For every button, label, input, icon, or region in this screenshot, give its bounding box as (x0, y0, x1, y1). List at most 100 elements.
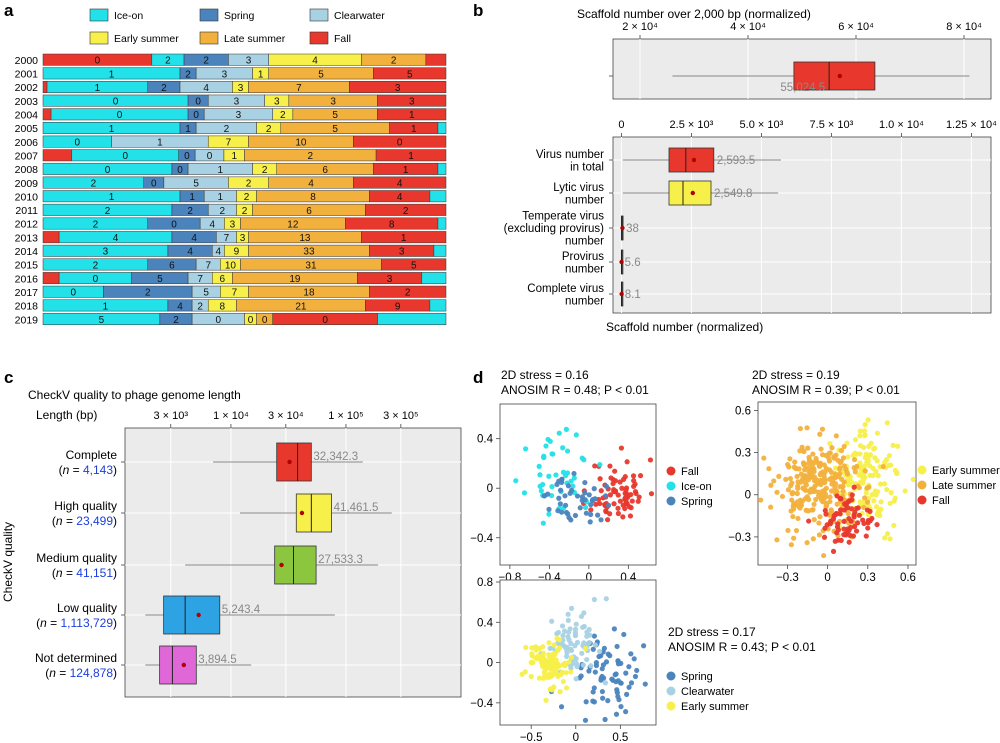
row-label: number (565, 236, 604, 248)
data-point (844, 530, 850, 536)
bar-segment-label: 2 (173, 315, 179, 326)
data-point (590, 698, 596, 704)
data-point (841, 526, 847, 532)
data-point (887, 500, 893, 507)
bar-segment-label: 3 (409, 97, 415, 108)
data-point (846, 539, 852, 545)
data-point (612, 468, 618, 474)
year-label: 2002 (15, 82, 39, 94)
bar-segment-label: 0 (93, 274, 99, 285)
data-point (595, 512, 601, 518)
row-n-value: 1,113,729 (61, 616, 114, 630)
legend-swatch (89, 31, 109, 45)
legend-label: Late summer (224, 33, 286, 45)
data-point (845, 510, 851, 517)
row-label: Low quality (57, 601, 117, 615)
bar-segment-label: 1 (408, 151, 414, 162)
data-point (579, 497, 585, 503)
data-point (862, 495, 868, 501)
data-point (581, 610, 587, 616)
bar-segment-label: 12 (287, 219, 299, 230)
data-point (603, 659, 610, 665)
bar-segment-label: 3 (330, 97, 336, 108)
data-point (865, 417, 871, 423)
data-point (614, 690, 620, 696)
data-point (841, 463, 847, 469)
data-point (624, 691, 630, 697)
legend-label: Early summer (681, 701, 749, 713)
data-point (610, 480, 616, 487)
y-tick-label: 0 (745, 490, 751, 502)
bar-segment-label: 0 (70, 288, 76, 299)
bar-segment-label: 4 (191, 233, 197, 244)
x-tick-label: 1.25 × 10⁴ (946, 119, 997, 131)
x-tick-label: 2.5 × 10³ (670, 119, 714, 131)
data-point (629, 498, 635, 504)
y-tick-label: 0.3 (735, 448, 751, 460)
bar-segment-label: 2 (220, 206, 226, 217)
data-point (611, 626, 617, 632)
bar-segment-label: 3 (222, 69, 228, 80)
data-point (549, 484, 555, 490)
mean-point (690, 190, 695, 196)
data-point (588, 511, 594, 518)
data-point (613, 711, 620, 717)
year-label: 2006 (15, 137, 39, 149)
data-point (835, 527, 842, 533)
data-point (622, 495, 628, 501)
data-point (874, 458, 880, 464)
box (793, 61, 876, 91)
data-point (882, 459, 888, 466)
data-point (598, 517, 604, 523)
row-label: number (565, 295, 604, 307)
data-point (842, 501, 848, 507)
bar-segment-label: 4 (216, 247, 222, 258)
data-point (623, 709, 629, 715)
data-point (827, 498, 833, 505)
bar-segment-label: 7 (197, 274, 203, 285)
data-point (561, 628, 568, 634)
bar-segment-label: 5 (157, 274, 163, 285)
row-label: Provirus (562, 251, 604, 263)
data-point (797, 425, 803, 432)
data-point (834, 501, 840, 507)
data-point (513, 478, 519, 484)
data-point (887, 536, 893, 542)
data-point (597, 500, 603, 507)
bar-segment-label: 0 (171, 219, 177, 230)
data-point (591, 633, 597, 639)
data-point (592, 463, 598, 469)
row-label: High quality (54, 499, 117, 513)
data-point (529, 645, 535, 651)
bar-segment (353, 176, 447, 189)
data-point (812, 459, 818, 465)
mean-point (619, 291, 624, 297)
bar-segment-label: 7 (296, 83, 302, 94)
data-point (861, 504, 867, 511)
bar-segment-label: 2 (105, 206, 111, 217)
data-point (563, 670, 569, 676)
row-n-value: 23,499 (76, 514, 113, 528)
y-axis-label: CheckV quality (1, 522, 15, 602)
mean-point (196, 612, 201, 618)
bar-segment-label: 3 (236, 110, 242, 121)
data-point (835, 521, 841, 527)
data-point (808, 459, 814, 465)
data-point (865, 517, 872, 524)
bar-segment-label: 0 (95, 56, 101, 67)
data-point (631, 483, 637, 490)
data-point (862, 422, 868, 428)
box-value-label: 32,342.3 (313, 451, 358, 463)
data-point (584, 656, 590, 663)
data-point (611, 501, 617, 507)
data-point (791, 506, 797, 512)
data-point (623, 670, 629, 676)
data-point (632, 488, 639, 495)
data-point (851, 512, 857, 518)
x-tick-label: −0.5 (520, 732, 543, 743)
bar-segment-label: 3 (230, 219, 236, 230)
data-point (861, 520, 867, 527)
data-point (806, 496, 812, 503)
data-point (528, 659, 534, 666)
data-point (606, 502, 612, 508)
